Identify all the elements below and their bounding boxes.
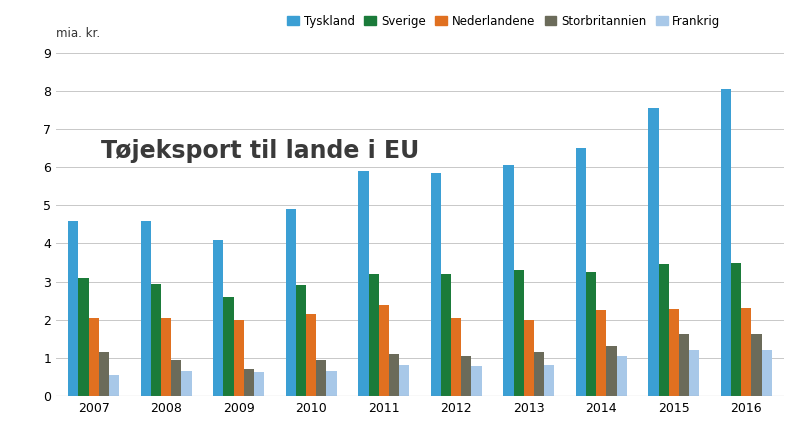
Bar <box>223 297 234 396</box>
Bar <box>358 171 369 396</box>
Bar <box>689 350 699 396</box>
Bar <box>606 346 617 396</box>
Bar <box>389 354 399 396</box>
Bar <box>514 270 524 396</box>
Bar <box>68 220 78 396</box>
Bar <box>378 305 389 396</box>
Bar <box>544 365 554 396</box>
Bar <box>586 272 596 396</box>
Text: mia. kr.: mia. kr. <box>56 26 100 40</box>
Bar <box>316 360 326 396</box>
Bar <box>679 334 689 396</box>
Bar <box>244 369 254 396</box>
Bar <box>399 365 409 396</box>
Bar <box>98 352 109 396</box>
Bar <box>596 310 606 396</box>
Bar <box>161 318 171 396</box>
Bar <box>762 350 772 396</box>
Bar <box>524 320 534 396</box>
Bar <box>306 314 316 396</box>
Text: Tøjeksport til lande i EU: Tøjeksport til lande i EU <box>101 139 419 163</box>
Bar <box>286 209 296 396</box>
Bar <box>471 366 482 396</box>
Bar <box>751 334 762 396</box>
Bar <box>78 278 89 396</box>
Bar <box>451 318 462 396</box>
Bar <box>462 356 471 396</box>
Bar <box>296 286 306 396</box>
Bar <box>658 264 669 396</box>
Bar <box>441 274 451 396</box>
Bar <box>576 148 586 396</box>
Bar <box>721 89 731 396</box>
Bar <box>254 372 264 396</box>
Bar <box>141 220 151 396</box>
Bar <box>234 320 244 396</box>
Bar <box>171 360 182 396</box>
Bar <box>151 283 161 396</box>
Bar <box>431 173 441 396</box>
Bar <box>182 371 191 396</box>
Bar <box>669 309 679 396</box>
Bar <box>534 352 544 396</box>
Bar <box>214 240 223 396</box>
Bar <box>369 274 378 396</box>
Bar <box>649 108 658 396</box>
Bar <box>326 371 337 396</box>
Bar <box>617 356 626 396</box>
Bar <box>503 165 514 396</box>
Bar <box>109 375 119 396</box>
Legend: Tyskland, Sverige, Nederlandene, Storbritannien, Frankrig: Tyskland, Sverige, Nederlandene, Storbri… <box>287 15 721 28</box>
Bar <box>731 263 742 396</box>
Bar <box>89 318 98 396</box>
Bar <box>742 308 751 396</box>
